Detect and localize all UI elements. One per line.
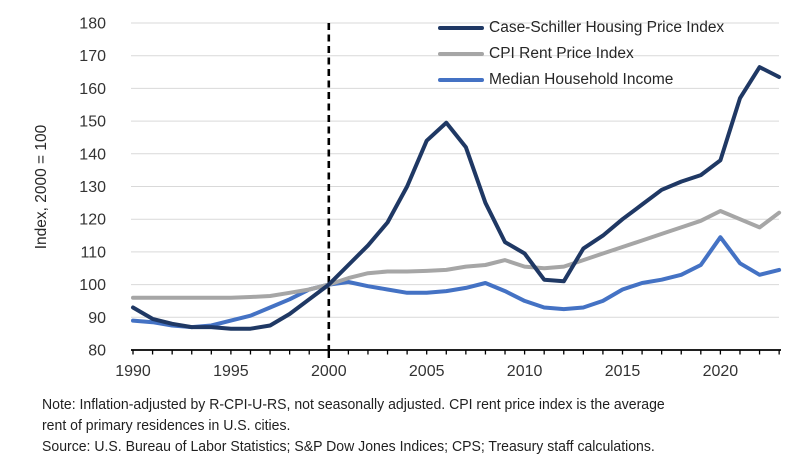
legend-label-cpi-rent: CPI Rent Price Index: [489, 45, 634, 62]
y-tick-label: 100: [79, 277, 106, 294]
x-tick-label: 2005: [409, 363, 445, 380]
legend-label-case-schiller: Case-Schiller Housing Price Index: [489, 19, 725, 36]
legend: Case-Schiller Housing Price Index CPI Re…: [438, 17, 724, 91]
y-tick-label: 110: [80, 244, 106, 261]
series-line-case-schiller-housing-price-index: [131, 65, 782, 331]
legend-item-cpi-rent: CPI Rent Price Index: [438, 43, 724, 65]
legend-item-median-income: Median Household Income: [438, 69, 724, 91]
y-tick-label: 90: [88, 310, 106, 327]
x-tick-label: 1995: [213, 363, 249, 380]
series-line-median-household-income: [131, 235, 782, 330]
note-text-line2: rent of primary residences in U.S. citie…: [42, 417, 291, 434]
footnotes: Note: Inflation-adjusted by R-CPI-U-RS, …: [42, 395, 793, 457]
y-tick-label: 80: [88, 343, 106, 360]
legend-line-swatch-case-schiller: [438, 26, 484, 30]
x-tick-label: 1990: [115, 363, 151, 380]
axis-labels-layer: 80 90 100 110 120 130 140 150 160 170 180 1990 1995 2…: [79, 16, 738, 381]
x-tick-label: 2000: [311, 363, 347, 380]
source-text: Source: U.S. Bureau of Labor Statistics;…: [42, 438, 655, 455]
x-tick-label: 2010: [507, 363, 543, 380]
y-tick-label: 120: [79, 212, 106, 229]
axis-layer: [131, 349, 781, 358]
series-lines-layer: [131, 65, 782, 331]
legend-line-swatch-cpi-rent: [438, 52, 484, 56]
y-tick-label: 140: [79, 146, 106, 163]
note-text-line1: Note: Inflation-adjusted by R-CPI-U-RS, …: [42, 397, 665, 413]
series-line-cpi-rent-price-index: [131, 209, 782, 300]
y-tick-label: 170: [79, 48, 106, 65]
x-tick-label: 2020: [703, 363, 739, 380]
x-tick-label: 2015: [605, 363, 641, 380]
y-tick-label: 150: [79, 114, 106, 131]
legend-item-case-schiller: Case-Schiller Housing Price Index: [438, 17, 724, 39]
y-tick-label: 130: [79, 179, 106, 196]
y-axis-label: Index, 2000 = 100: [33, 124, 50, 249]
legend-label-median-income: Median Household Income: [489, 71, 674, 88]
legend-line-swatch-median-income: [438, 78, 484, 82]
y-tick-label: 160: [79, 81, 106, 98]
chart-plot-area: 80 90 100 110 120 130 140 150 160 170 180 1990 1995 2…: [33, 16, 782, 381]
y-tick-label: 180: [79, 16, 106, 33]
